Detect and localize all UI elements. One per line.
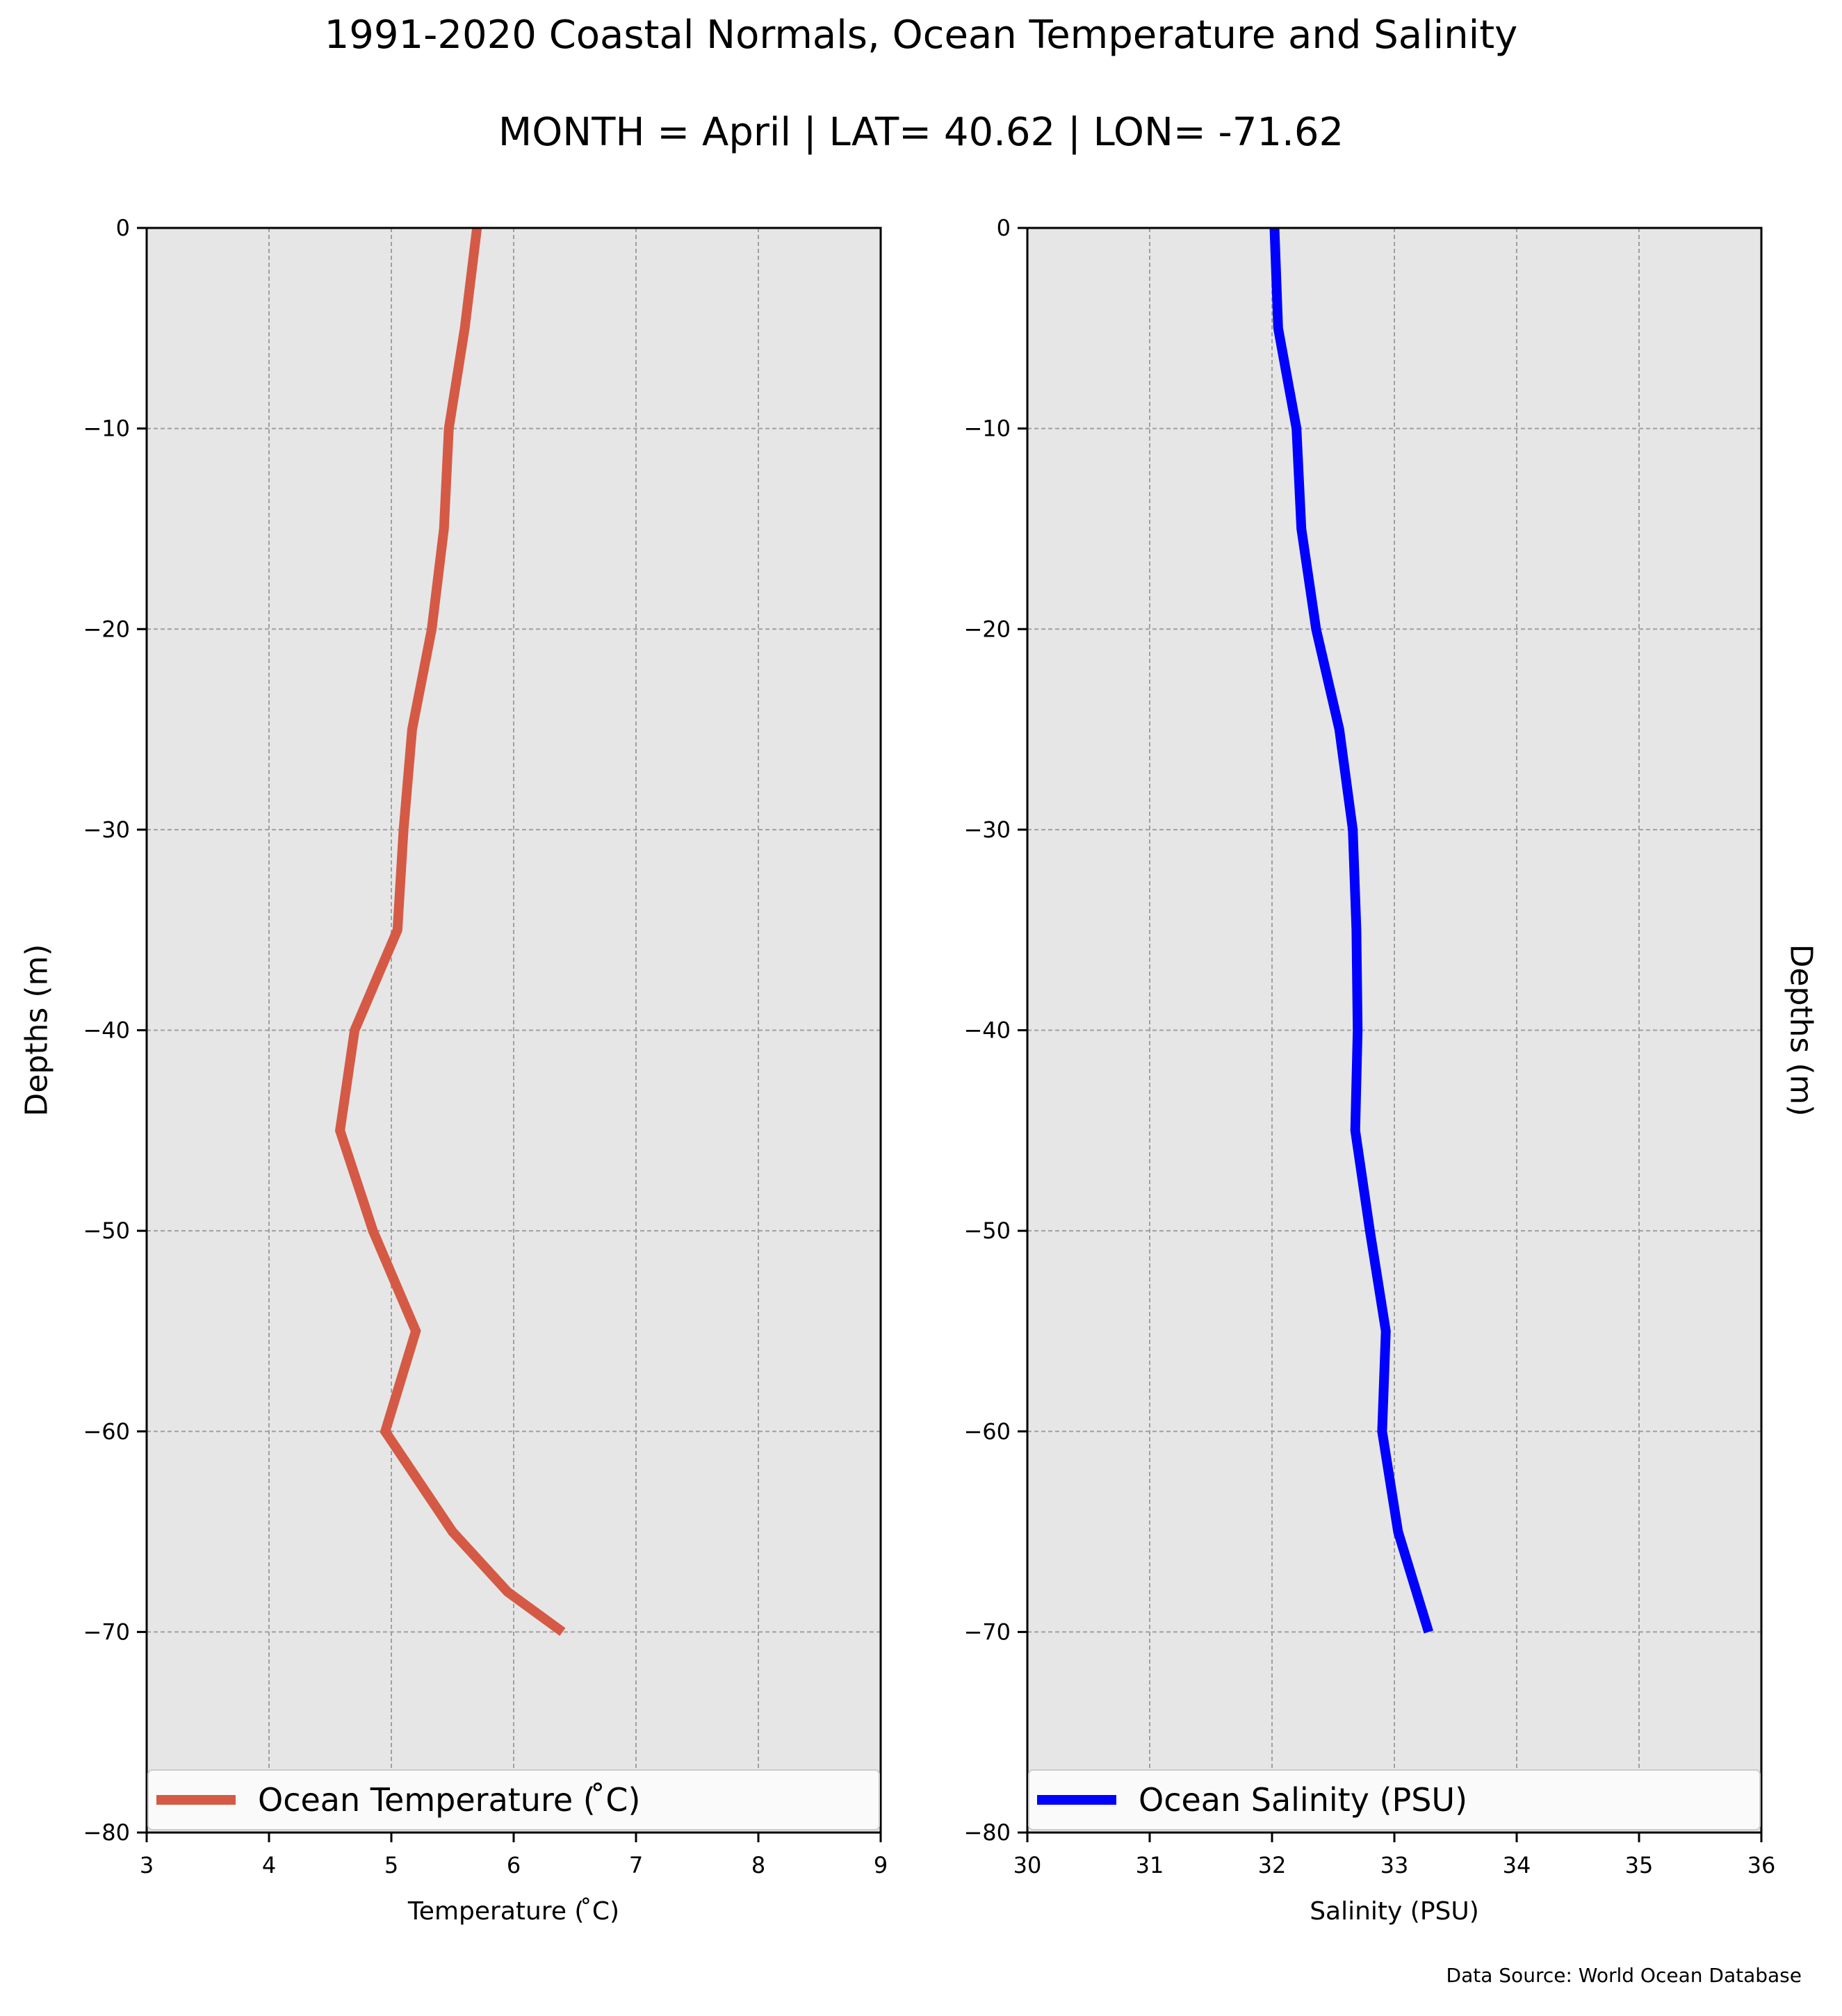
temperature-y-tick-label-6: −60 (83, 1418, 130, 1445)
temperature-x-axis-label: Temperature ( ̊C) (407, 1897, 619, 1926)
salinity-y-tick-label-7: −70 (963, 1618, 1011, 1645)
temperature-y-tick-label-3: −30 (83, 817, 130, 843)
temperature-x-tick-label-4: 7 (629, 1852, 643, 1878)
temperature-y-axis-label: Depths (m) (19, 944, 54, 1116)
salinity-y-tick-label-4: −40 (963, 1017, 1011, 1044)
salinity-y-tick-label-0: 0 (997, 215, 1011, 241)
temperature-y-tick-label-8: −80 (83, 1819, 130, 1846)
salinity-x-tick-label-2: 32 (1258, 1852, 1287, 1878)
temperature-x-tick-label-6: 9 (874, 1852, 888, 1878)
figure-title: 1991-2020 Coastal Normals, Ocean Tempera… (324, 13, 1518, 58)
temperature-x-tick-label-3: 6 (507, 1852, 521, 1878)
data-source-note: Data Source: World Ocean Database (1446, 1964, 1802, 1987)
temperature-legend-box (147, 1769, 880, 1830)
temperature-y-tick-label-1: −10 (83, 416, 130, 442)
temperature-y-tick-label-4: −40 (83, 1017, 130, 1044)
salinity-legend: Ocean Salinity (PSU) (1028, 1769, 1761, 1830)
temperature-ticks: 3 4 5 6 7 8 9 0 −10 −20 −30 −40 −50 −60 −70 −80 (83, 215, 888, 1878)
salinity-x-tick-label-5: 35 (1625, 1852, 1654, 1878)
temperature-x-tick-label-1: 4 (262, 1852, 276, 1878)
salinity-y-tick-label-2: −20 (963, 616, 1011, 642)
salinity-y-tick-label-6: −60 (963, 1418, 1011, 1445)
salinity-ticks: 30 31 32 33 34 35 36 0 −10 −20 −30 −40 −50 −60 −70 −80 (963, 215, 1775, 1878)
salinity-x-tick-label-6: 36 (1747, 1852, 1776, 1878)
salinity-y-tick-label-8: −80 (963, 1819, 1011, 1846)
temperature-x-tick-label-5: 8 (751, 1852, 765, 1878)
salinity-x-axis-label: Salinity (PSU) (1310, 1897, 1479, 1926)
salinity-series-line (1269, 227, 1433, 1634)
salinity-x-tick-label-1: 31 (1136, 1852, 1164, 1878)
temperature-y-tick-label-5: −50 (83, 1218, 130, 1244)
salinity-x-tick-label-4: 34 (1503, 1852, 1531, 1878)
temperature-legend-label: Ocean Temperature ( ̊C) (258, 1781, 640, 1819)
salinity-y-tick-label-3: −30 (963, 817, 1011, 843)
temperature-y-tick-label-0: 0 (116, 215, 130, 241)
salinity-legend-label: Ocean Salinity (PSU) (1139, 1781, 1467, 1819)
temperature-series-line (334, 227, 566, 1637)
temperature-y-tick-label-7: −70 (83, 1618, 130, 1645)
temperature-x-tick-label-0: 3 (140, 1852, 154, 1878)
temperature-x-tick-label-2: 5 (384, 1852, 398, 1878)
temperature-panel: 3 4 5 6 7 8 9 0 −10 −20 −30 −40 −50 −60 −70 −80 Ocean T… (19, 215, 888, 1926)
salinity-x-tick-label-3: 33 (1380, 1852, 1409, 1878)
temperature-y-tick-label-2: −20 (83, 616, 130, 642)
salinity-x-tick-label-0: 30 (1013, 1852, 1042, 1878)
salinity-y-tick-label-1: −10 (963, 416, 1011, 442)
figure-subtitle: MONTH = April | LAT= 40.62 | LON= -71.62 (498, 110, 1344, 155)
salinity-panel: 30 31 32 33 34 35 360−10−20−30−40−50−60−70−80 … (963, 215, 1818, 1926)
temperature-legend: Ocean Temperature ( ̊C) (147, 1769, 880, 1830)
salinity-y-axis-label: Depths (m) (1784, 944, 1819, 1116)
salinity-y-tick-label-5: −50 (963, 1218, 1011, 1244)
salinity-legend-box (1028, 1769, 1761, 1830)
